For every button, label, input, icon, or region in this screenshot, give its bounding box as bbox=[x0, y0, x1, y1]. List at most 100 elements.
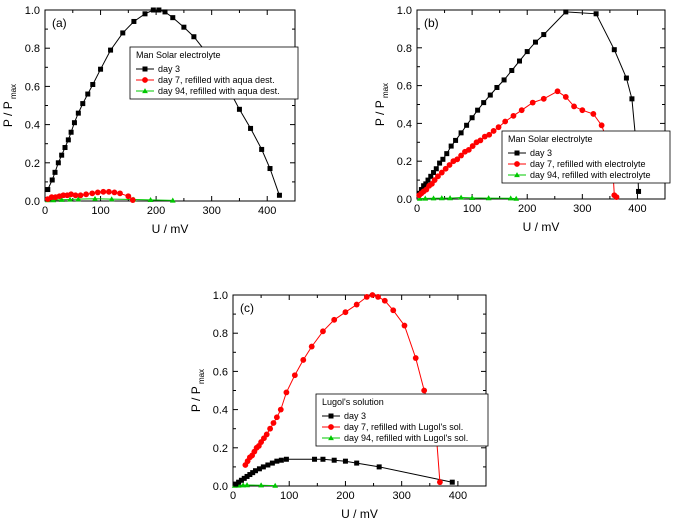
data-point bbox=[191, 34, 197, 40]
data-point bbox=[244, 473, 250, 479]
data-point bbox=[518, 107, 525, 114]
legend-entry-label: day 94, refilled with electrolyte bbox=[530, 170, 651, 180]
data-point bbox=[68, 129, 74, 135]
data-point bbox=[50, 197, 57, 203]
data-point bbox=[67, 196, 73, 202]
data-point bbox=[376, 464, 382, 470]
data-point bbox=[125, 193, 132, 200]
y-tick-label: 0.0 bbox=[397, 194, 412, 206]
data-point bbox=[381, 297, 388, 304]
y-tick-label: 1.0 bbox=[397, 5, 412, 17]
y-tick-label: 0.6 bbox=[397, 81, 412, 93]
data-point bbox=[260, 464, 266, 470]
data-point bbox=[331, 457, 337, 463]
x-tick-label: 200 bbox=[147, 205, 165, 217]
data-point bbox=[274, 458, 280, 464]
x-tick-label: 0 bbox=[230, 490, 236, 502]
data-point bbox=[270, 420, 277, 426]
data-point bbox=[58, 196, 65, 202]
chart-panel-3: 0 100 200 300 400 0.0 0.2 0.4 0.6 0.8 1.0 U / mV P /… bbox=[189, 290, 489, 521]
data-point bbox=[170, 15, 176, 21]
data-point bbox=[437, 160, 443, 166]
data-point bbox=[438, 195, 445, 201]
legend-entry-label: day 3 bbox=[530, 148, 552, 158]
x-tick-label: 400 bbox=[449, 490, 467, 502]
data-point bbox=[486, 131, 493, 138]
x-axis-label: U / mV bbox=[341, 507, 378, 521]
x-tick-label: 200 bbox=[518, 203, 536, 215]
data-point bbox=[308, 343, 315, 350]
data-point bbox=[283, 456, 289, 462]
data-point bbox=[120, 30, 126, 36]
data-point bbox=[636, 188, 642, 194]
data-point bbox=[108, 196, 115, 202]
y-axis-label: P / P max bbox=[373, 83, 390, 126]
data-point bbox=[269, 460, 275, 466]
legend-swatch-marker bbox=[328, 413, 334, 419]
y-tick-label: 0.8 bbox=[213, 328, 228, 340]
data-point bbox=[300, 357, 307, 363]
data-point bbox=[291, 372, 298, 379]
data-point bbox=[510, 112, 517, 119]
y-tick-label: 0.2 bbox=[213, 443, 228, 455]
data-point bbox=[92, 195, 98, 201]
data-point bbox=[156, 7, 162, 13]
legend-swatch-marker bbox=[514, 150, 520, 156]
data-point bbox=[438, 169, 445, 176]
data-point bbox=[485, 195, 492, 201]
data-point bbox=[507, 195, 514, 201]
legend-swatch-marker bbox=[328, 424, 334, 430]
y-axis-label-subscript: max bbox=[197, 369, 206, 386]
data-point bbox=[117, 190, 123, 197]
data-point bbox=[593, 11, 599, 17]
data-point bbox=[416, 195, 423, 201]
data-point bbox=[181, 24, 187, 30]
panel-label: (c) bbox=[240, 301, 254, 315]
legend-swatch-marker bbox=[142, 88, 148, 94]
legend-swatch-marker bbox=[328, 435, 334, 441]
data-point bbox=[541, 32, 547, 38]
data-point bbox=[278, 457, 284, 463]
y-axis-label-main: P / P bbox=[1, 101, 15, 127]
data-point bbox=[80, 101, 86, 107]
legend-swatch-marker bbox=[142, 77, 148, 83]
data-point bbox=[453, 137, 459, 143]
data-point bbox=[454, 156, 461, 163]
data-point bbox=[100, 188, 107, 195]
series-line-3 bbox=[234, 484, 276, 487]
data-point bbox=[169, 197, 176, 203]
x-tick-label: 0 bbox=[42, 205, 48, 217]
legend-entry-label: day 7, refilled with electrolyte bbox=[530, 159, 646, 169]
x-axis-label: U / mV bbox=[523, 220, 560, 234]
x-tick-label: 300 bbox=[573, 203, 591, 215]
data-point bbox=[401, 322, 408, 329]
data-point bbox=[277, 406, 284, 413]
data-point bbox=[501, 77, 507, 83]
y-tick-label: 0.6 bbox=[213, 366, 228, 378]
legend-title: Lugol's solution bbox=[322, 397, 384, 407]
data-point bbox=[363, 294, 370, 300]
data-point bbox=[495, 124, 502, 131]
data-point bbox=[433, 166, 439, 172]
y-axis-label-main: P / P bbox=[189, 386, 203, 412]
data-point bbox=[494, 84, 500, 90]
data-point bbox=[446, 162, 453, 168]
data-point bbox=[238, 477, 244, 483]
data-point bbox=[440, 156, 446, 162]
data-point bbox=[458, 152, 464, 159]
data-point bbox=[250, 470, 256, 476]
data-point bbox=[598, 122, 605, 129]
data-point bbox=[77, 192, 84, 199]
data-point bbox=[150, 7, 156, 13]
data-point bbox=[418, 187, 424, 193]
data-point bbox=[469, 115, 475, 121]
y-tick-label: 1.0 bbox=[25, 5, 40, 17]
legend-title: Man Solar electrolyte bbox=[508, 134, 593, 144]
data-point bbox=[256, 466, 262, 472]
legend-entry-label: day 94, refilled with Lugol's sol. bbox=[344, 433, 468, 443]
legend-entry-label: day 3 bbox=[344, 411, 366, 421]
data-point bbox=[233, 481, 239, 487]
x-tick-label: 400 bbox=[258, 205, 276, 217]
data-point bbox=[71, 120, 77, 126]
